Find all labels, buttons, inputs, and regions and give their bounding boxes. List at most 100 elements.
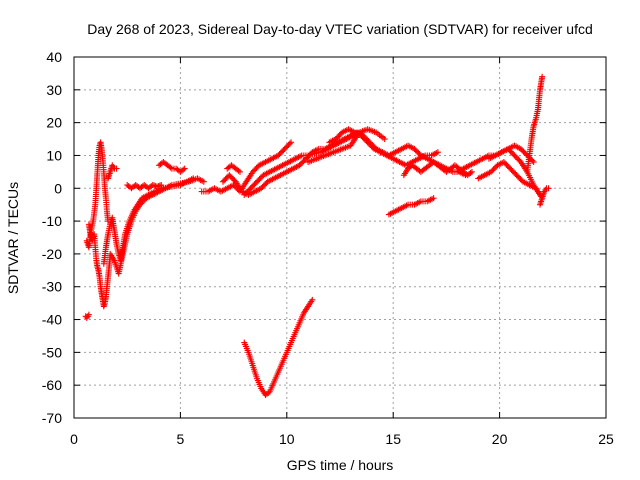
data-point [219, 178, 226, 185]
data-point [511, 152, 518, 159]
series-arc-7 [124, 181, 165, 192]
data-point [260, 182, 267, 189]
data-point [257, 174, 264, 181]
y-tick-label: 0 [54, 180, 62, 196]
data-point [247, 185, 254, 192]
y-tick-label: 40 [46, 49, 62, 65]
data-point [370, 143, 377, 150]
data-point [190, 175, 197, 182]
data-point [522, 151, 529, 158]
data-point [251, 167, 258, 174]
data-point [252, 166, 259, 173]
data-point [539, 73, 546, 80]
plot-frame [73, 56, 607, 419]
series-arc-1 [83, 139, 112, 251]
data-point [221, 177, 228, 184]
data-point [255, 177, 262, 184]
data-marks [82, 73, 552, 399]
data-point [519, 147, 526, 154]
series-arc-16 [400, 159, 475, 179]
data-point [508, 166, 515, 173]
data-point [488, 168, 495, 175]
data-point [300, 158, 307, 165]
data-point [243, 189, 250, 196]
data-point [366, 139, 373, 146]
data-point [365, 138, 372, 145]
data-point [248, 183, 255, 190]
series-arc-23 [241, 296, 316, 399]
series-arc-20 [485, 142, 537, 166]
series-arc-11 [241, 129, 363, 198]
data-point [85, 311, 92, 318]
data-point [256, 176, 263, 183]
data-point [222, 176, 229, 183]
y-axis: -70 -60 -50 -40 -30 -20 -10 0 10 20 30 40 [42, 49, 606, 426]
y-tick-label: -30 [42, 279, 62, 295]
x-tick-label: 10 [279, 431, 295, 447]
data-point [253, 164, 260, 171]
data-point [500, 159, 507, 166]
data-point [242, 190, 249, 197]
y-tick-label: -20 [42, 246, 62, 262]
data-point [516, 174, 523, 181]
data-point [491, 164, 498, 171]
data-point [335, 133, 342, 140]
data-point [250, 182, 257, 189]
y-tick-label: -60 [42, 377, 62, 393]
data-point [180, 166, 187, 173]
data-point [509, 168, 516, 175]
data-point [529, 157, 536, 164]
data-point [279, 148, 286, 155]
data-point [530, 159, 537, 166]
data-point [228, 174, 235, 181]
data-point [503, 161, 510, 168]
data-point [415, 149, 422, 156]
data-point [505, 164, 512, 171]
data-point [511, 169, 518, 176]
data-point [545, 185, 552, 192]
data-point [504, 162, 511, 169]
series-arc-22 [537, 185, 552, 208]
y-tick-label: -10 [42, 213, 62, 229]
data-point [412, 147, 419, 154]
data-point [235, 167, 242, 174]
series-arc-3 [85, 221, 114, 310]
data-point [362, 135, 369, 142]
data-point [514, 155, 521, 162]
data-point [281, 145, 288, 152]
data-point [223, 174, 230, 181]
data-point [414, 148, 421, 155]
data-point [332, 136, 339, 143]
data-point [297, 160, 304, 167]
data-point [468, 168, 475, 175]
data-point [512, 153, 519, 160]
data-point [361, 134, 368, 141]
data-point [336, 132, 343, 139]
series-arc-8 [156, 159, 188, 175]
data-point [276, 151, 283, 158]
data-point [236, 168, 243, 175]
data-point [113, 165, 120, 172]
data-point [508, 149, 515, 156]
series-arc-5 [100, 175, 197, 267]
data-point [284, 143, 291, 150]
data-point [334, 134, 341, 141]
data-point [517, 145, 524, 152]
y-tick-label: 10 [46, 147, 62, 163]
data-point [167, 164, 174, 171]
series-arc-12 [224, 162, 243, 175]
data-point [296, 162, 303, 169]
data-point [249, 168, 256, 175]
y-tick-label: 30 [46, 82, 62, 98]
data-point [181, 165, 188, 172]
data-point [512, 170, 519, 177]
y-tick-label: -70 [42, 410, 62, 426]
data-point [251, 181, 258, 188]
data-point [282, 144, 289, 151]
data-point [411, 145, 418, 152]
data-point [309, 296, 316, 303]
x-tick-label: 15 [385, 431, 401, 447]
data-point [507, 148, 514, 155]
data-point [502, 160, 509, 167]
series-arc-6 [105, 162, 120, 182]
